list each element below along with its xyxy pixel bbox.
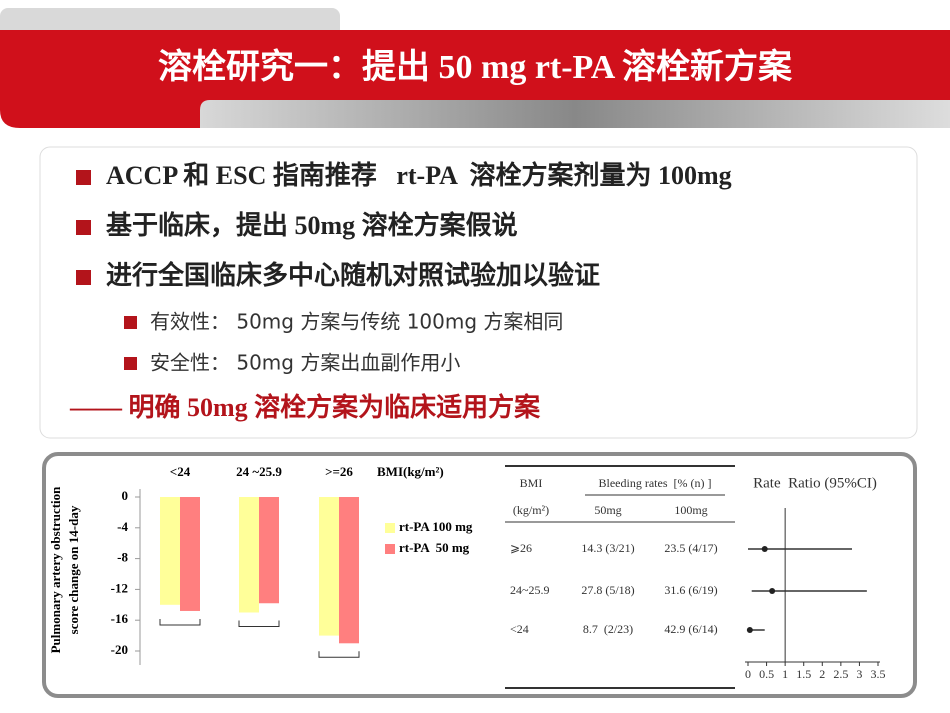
x-tick-label: 3.5	[871, 667, 886, 681]
x-tick-label: 0.5	[759, 667, 774, 681]
x-tick-label: 1	[782, 667, 788, 681]
column-subheader: 50mg	[594, 503, 621, 517]
bullet-square	[76, 170, 91, 185]
bar	[319, 497, 339, 636]
rate-100mg: 31.6 (6/19)	[664, 583, 717, 597]
bar	[180, 497, 200, 611]
sub-bullet-text: 安全性： 50mg 方案出血副作用小	[150, 351, 460, 375]
bar	[239, 497, 259, 613]
rate-50mg: 27.8 (5/18)	[581, 583, 634, 597]
row-label: <24	[510, 622, 529, 636]
x-tick-label: 3	[856, 667, 862, 681]
y-tick-label: -4	[117, 519, 128, 534]
y-tick-label: -20	[111, 642, 128, 657]
x-tick-label: 1.5	[796, 667, 811, 681]
rate-100mg: 23.5 (4/17)	[664, 541, 717, 555]
conclusion: —— 明确 50mg 溶栓方案为临床适用方案	[69, 392, 541, 422]
category-label: BMI(kg/m²)	[377, 464, 444, 479]
row-label: 24~25.9	[510, 583, 550, 597]
row-label: ⩾26	[510, 541, 532, 555]
x-tick-label: >=26	[325, 464, 353, 479]
x-tick-label: <24	[170, 464, 191, 479]
rate-100mg: 42.9 (6/14)	[664, 622, 717, 636]
column-subheader: (kg/m²)	[513, 503, 549, 517]
y-tick-label: -16	[111, 611, 129, 626]
bullet-text: 进行全国临床多中心随机对照试验加以验证	[106, 260, 600, 290]
rate-50mg: 8.7 (2/23)	[583, 622, 633, 636]
x-tick-label: 0	[745, 667, 751, 681]
bar-chart: Pulmonary artery obstruction score change…	[48, 464, 473, 665]
x-tick-label: 24 ~25.9	[236, 464, 282, 479]
bullet-box	[39, 146, 918, 439]
y-tick-label: 0	[122, 488, 129, 503]
y-axis-label: score change on 14-day	[66, 505, 81, 634]
title: 溶栓研究一：提出 50 mg rt-PA 溶栓新方案	[158, 48, 793, 86]
y-axis-label: Pulmonary artery obstruction	[48, 486, 63, 654]
legend-swatch	[385, 523, 395, 533]
bullets: ACCP 和 ESC 指南推荐 rt-PA 溶栓方案剂量为 100mg 基于临床，…	[76, 160, 732, 375]
sub-bullet-square	[124, 316, 137, 329]
bracket	[318, 651, 360, 658]
legend-swatch	[385, 544, 395, 554]
title-band	[0, 30, 950, 128]
bullet-square	[76, 270, 91, 285]
estimate-point	[746, 627, 753, 633]
bracket	[159, 618, 201, 626]
forest-plot: BMI Bleeding rates [% (n) ] Rate Ratio (95…	[505, 465, 886, 689]
strip	[200, 98, 950, 128]
y-tick-label: -12	[111, 580, 128, 595]
legend-label: rt-PA 100 mg	[399, 519, 473, 534]
estimate-point	[761, 546, 768, 552]
rate-50mg: 14.3 (3/21)	[581, 541, 634, 555]
x-tick-label: 2	[819, 667, 825, 681]
bullet-square	[76, 220, 91, 235]
bar	[259, 497, 279, 604]
column-header: BMI	[520, 476, 543, 490]
column-header: Rate Ratio (95%CI)	[753, 475, 877, 491]
y-tick-label: -8	[117, 550, 128, 565]
bullet-text: ACCP 和 ESC 指南推荐 rt-PA 溶栓方案剂量为 100mg	[106, 160, 732, 190]
bracket	[238, 620, 280, 627]
column-subheader: 100mg	[674, 503, 707, 517]
x-tick-label: 2.5	[833, 667, 848, 681]
bar	[339, 497, 359, 644]
sub-bullet-square	[124, 357, 137, 370]
bar	[160, 497, 180, 605]
sub-bullet-text: 有效性： 50mg 方案与传统 100mg 方案相同	[150, 310, 563, 334]
column-header: Bleeding rates [% (n) ]	[599, 476, 712, 490]
legend-label: rt-PA 50 mg	[399, 540, 470, 555]
bullet-text: 基于临床，提出 50mg 溶栓方案假说	[106, 210, 518, 240]
estimate-point	[769, 588, 776, 594]
